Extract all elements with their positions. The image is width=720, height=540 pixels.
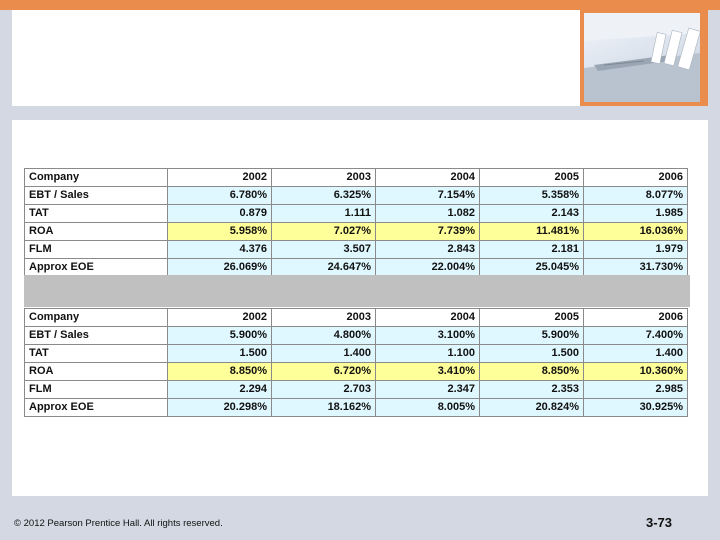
table-cell: 2.181 [479, 240, 584, 259]
table-cell: 7.400% [583, 326, 688, 345]
page-number: 3-73 [646, 515, 673, 530]
table-cell: 3.410% [375, 362, 480, 381]
table-cell: 1.985 [583, 204, 688, 223]
row-label: FLM [24, 240, 168, 259]
top-accent-bar [0, 0, 720, 10]
header-cell: 2005 [479, 168, 584, 187]
table-row: TAT 0.879 1.111 1.082 2.143 1.985 [24, 204, 688, 223]
table-cell: 8.850% [479, 362, 584, 381]
table-separator [24, 275, 690, 307]
row-label: EBT / Sales [24, 326, 168, 345]
row-label: Approx EOE [24, 398, 168, 417]
copyright-notice: © 2012 Pearson Prentice Hall. All rights… [14, 518, 223, 529]
table-cell: 25.045% [479, 258, 584, 277]
table-cell: 20.824% [479, 398, 584, 417]
table-cell: 8.850% [167, 362, 272, 381]
table-cell: 1.979 [583, 240, 688, 259]
table-cell: 5.900% [167, 326, 272, 345]
row-label: ROA [24, 362, 168, 381]
table-cell: 3.507 [271, 240, 376, 259]
header-cell: 2003 [271, 308, 376, 327]
table-cell: 5.358% [479, 186, 584, 205]
table-cell: 6.780% [167, 186, 272, 205]
table-cell: 2.985 [583, 380, 688, 399]
table-cell: 1.111 [271, 204, 376, 223]
header-cell: 2005 [479, 308, 584, 327]
table-cell: 4.376 [167, 240, 272, 259]
slide-title-area [12, 10, 580, 106]
table-cell: 2.143 [479, 204, 584, 223]
table-cell: 11.481% [479, 222, 584, 241]
header-cell: 2002 [167, 308, 272, 327]
table-cell: 20.298% [167, 398, 272, 417]
table-cell: 4.800% [271, 326, 376, 345]
table-cell: 3.100% [375, 326, 480, 345]
table-cell: 5.958% [167, 222, 272, 241]
table-cell: 7.027% [271, 222, 376, 241]
table-cell: 1.500 [167, 344, 272, 363]
table-row: Approx EOE 20.298% 18.162% 8.005% 20.824… [24, 398, 688, 417]
header-photo-frame [580, 10, 708, 106]
table-row: Approx EOE 26.069% 24.647% 22.004% 25.04… [24, 258, 688, 277]
table-cell: 1.100 [375, 344, 480, 363]
table-cell: 26.069% [167, 258, 272, 277]
table-cell: 30.925% [583, 398, 688, 417]
header-cell: 2003 [271, 168, 376, 187]
table-cell: 10.360% [583, 362, 688, 381]
table-cell: 8.077% [583, 186, 688, 205]
table-cell: 18.162% [271, 398, 376, 417]
table-cell: 6.325% [271, 186, 376, 205]
table-cell: 2.843 [375, 240, 480, 259]
header-cell: Company [24, 308, 168, 327]
row-label: Approx EOE [24, 258, 168, 277]
row-label: TAT [24, 344, 168, 363]
header-cell: 2006 [583, 308, 688, 327]
table-cell: 2.347 [375, 380, 480, 399]
table-header-row: Company 2002 2003 2004 2005 2006 [24, 308, 688, 327]
header-cell: 2006 [583, 168, 688, 187]
table-row-roa: ROA 8.850% 6.720% 3.410% 8.850% 10.360% [24, 362, 688, 381]
table-cell: 22.004% [375, 258, 480, 277]
table-row: EBT / Sales 5.900% 4.800% 3.100% 5.900% … [24, 326, 688, 345]
table-cell: 1.400 [583, 344, 688, 363]
table-cell: 0.879 [167, 204, 272, 223]
financial-ratios-table-2: Company 2002 2003 2004 2005 2006 EBT / S… [24, 308, 688, 417]
header-cell: 2004 [375, 168, 480, 187]
table-cell: 2.294 [167, 380, 272, 399]
conference-room-photo [584, 13, 700, 102]
table-cell: 2.353 [479, 380, 584, 399]
table-row: FLM 2.294 2.703 2.347 2.353 2.985 [24, 380, 688, 399]
table-cell: 8.005% [375, 398, 480, 417]
table-cell: 7.154% [375, 186, 480, 205]
row-label: EBT / Sales [24, 186, 168, 205]
header-cell: 2002 [167, 168, 272, 187]
financial-ratios-table-1: Company 2002 2003 2004 2005 2006 EBT / S… [24, 168, 688, 277]
table-cell: 1.082 [375, 204, 480, 223]
table-row: FLM 4.376 3.507 2.843 2.181 1.979 [24, 240, 688, 259]
table-cell: 24.647% [271, 258, 376, 277]
table-row: TAT 1.500 1.400 1.100 1.500 1.400 [24, 344, 688, 363]
table-cell: 31.730% [583, 258, 688, 277]
table-cell: 5.900% [479, 326, 584, 345]
table-row-roa: ROA 5.958% 7.027% 7.739% 11.481% 16.036% [24, 222, 688, 241]
row-label: ROA [24, 222, 168, 241]
table-cell: 2.703 [271, 380, 376, 399]
table-cell: 7.739% [375, 222, 480, 241]
header-cell: 2004 [375, 308, 480, 327]
table-cell: 6.720% [271, 362, 376, 381]
header-cell: Company [24, 168, 168, 187]
table-header-row: Company 2002 2003 2004 2005 2006 [24, 168, 688, 187]
table-cell: 16.036% [583, 222, 688, 241]
row-label: FLM [24, 380, 168, 399]
row-label: TAT [24, 204, 168, 223]
table-cell: 1.400 [271, 344, 376, 363]
table-row: EBT / Sales 6.780% 6.325% 7.154% 5.358% … [24, 186, 688, 205]
table-cell: 1.500 [479, 344, 584, 363]
